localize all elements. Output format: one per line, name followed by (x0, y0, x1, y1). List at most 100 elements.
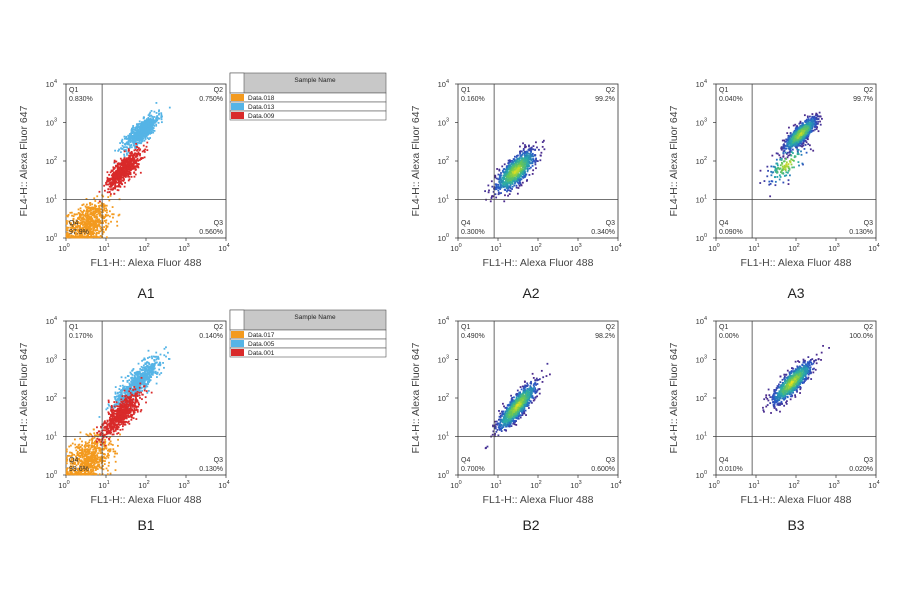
y-tick-label: 100 (696, 233, 707, 243)
data-point (121, 138, 124, 141)
data-point (152, 123, 155, 126)
data-point (526, 179, 529, 181)
data-point (514, 171, 516, 173)
data-point (115, 165, 117, 167)
data-point (127, 148, 130, 151)
data-point (87, 214, 90, 217)
data-point (102, 448, 105, 451)
data-point (83, 229, 86, 232)
data-point (123, 137, 126, 140)
data-point (144, 136, 147, 139)
data-point (788, 135, 791, 138)
data-point (88, 215, 90, 218)
data-point (787, 154, 790, 157)
data-point (77, 224, 80, 227)
data-point (120, 147, 122, 150)
data-point (79, 229, 82, 232)
data-point (110, 220, 112, 223)
data-point (72, 219, 75, 222)
data-point (81, 222, 84, 224)
data-point (86, 222, 89, 225)
y-tick-exponent: 3 (704, 118, 707, 124)
data-point (97, 232, 100, 235)
data-point (145, 145, 148, 148)
data-point (83, 235, 86, 238)
data-point (526, 151, 529, 154)
data-point (92, 208, 94, 211)
data-point (773, 176, 776, 179)
data-point (90, 433, 93, 436)
data-point (97, 207, 100, 210)
data-point (82, 223, 85, 226)
data-point (140, 127, 143, 129)
data-point (784, 147, 787, 150)
data-point (98, 200, 101, 203)
data-point (121, 144, 124, 147)
data-point (93, 428, 95, 431)
data-point (130, 175, 133, 178)
data-point (156, 116, 159, 119)
data-point (118, 171, 121, 173)
data-point (805, 132, 808, 135)
data-point (116, 164, 119, 167)
data-point (505, 167, 508, 170)
data-point (69, 451, 71, 454)
data-point (79, 452, 82, 454)
data-point (815, 117, 818, 119)
data-point (793, 139, 796, 141)
data-point (142, 131, 145, 134)
y-tick-label: 104 (696, 79, 707, 89)
data-point (95, 232, 98, 234)
data-point (66, 236, 69, 239)
data-point (135, 144, 138, 147)
data-point (508, 193, 511, 196)
data-point (92, 221, 95, 224)
data-point (99, 235, 102, 237)
data-point (94, 200, 97, 202)
data-point (804, 120, 807, 123)
quadrant-q2-value: 99.7% (853, 96, 873, 103)
data-point (495, 188, 498, 191)
data-point (82, 203, 85, 206)
data-point (98, 205, 100, 207)
data-point (528, 174, 531, 176)
data-point (127, 162, 129, 165)
data-point (799, 120, 802, 123)
data-point (90, 216, 93, 219)
data-point (146, 137, 149, 140)
data-point (157, 117, 160, 120)
data-point (155, 116, 158, 119)
y-axis-label: FL4-H:: Alexa Fluor 647 (18, 105, 30, 216)
data-point (142, 122, 144, 124)
data-point (89, 448, 92, 450)
data-point (123, 146, 126, 149)
data-point (517, 175, 520, 178)
data-point (117, 185, 120, 188)
data-point (93, 462, 96, 465)
y-tick-base: 10 (696, 119, 704, 128)
data-point (526, 166, 529, 168)
data-point (98, 459, 101, 462)
data-point (136, 123, 138, 126)
data-point (109, 194, 112, 197)
data-point (86, 213, 89, 215)
data-point (95, 235, 98, 238)
y-tick-label: 101 (696, 195, 707, 205)
data-point (536, 160, 539, 163)
data-point (96, 227, 99, 230)
data-point (515, 184, 518, 187)
data-point (125, 150, 128, 152)
data-point (105, 224, 108, 227)
data-point (158, 112, 161, 115)
data-point (532, 155, 535, 158)
data-point (131, 139, 134, 142)
data-point (801, 145, 804, 148)
data-point (147, 124, 150, 127)
data-point (525, 167, 527, 170)
data-point (130, 129, 133, 132)
data-point (817, 118, 820, 120)
data-point (79, 235, 82, 238)
data-point (129, 139, 131, 141)
